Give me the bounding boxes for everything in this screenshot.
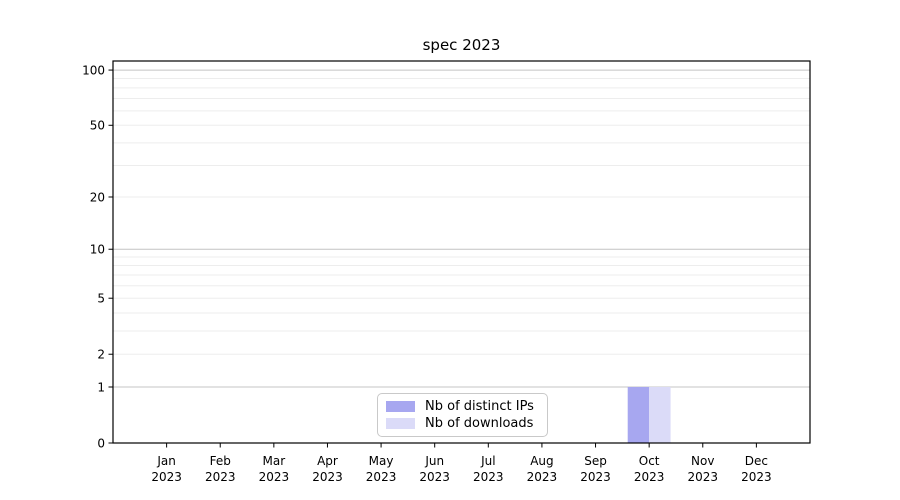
- x-tick-label-year: 2023: [205, 470, 236, 484]
- x-tick-label-year: 2023: [634, 470, 665, 484]
- y-tick-label: 5: [97, 292, 105, 306]
- x-tick-label-month: Nov: [691, 454, 714, 468]
- y-tick-label: 2: [97, 348, 105, 362]
- x-tick-label-year: 2023: [419, 470, 450, 484]
- legend-item-downloads: Nb of downloads: [386, 416, 539, 431]
- x-tick-label-month: Aug: [530, 454, 553, 468]
- legend-swatch-distinct-ips-icon: [386, 400, 415, 412]
- x-tick-label-month: Jun: [424, 454, 444, 468]
- y-tick-label: 20: [90, 190, 105, 204]
- x-tick-label-year: 2023: [473, 470, 504, 484]
- legend: Nb of distinct IPs Nb of downloads: [377, 393, 548, 437]
- legend-label-downloads: Nb of downloads: [425, 416, 534, 432]
- x-tick-label-month: May: [369, 454, 394, 468]
- y-tick-label: 0: [97, 436, 105, 450]
- x-tick-label-month: Mar: [263, 454, 286, 468]
- x-tick-label-month: Apr: [317, 454, 338, 468]
- y-tick-label: 50: [90, 119, 105, 133]
- bars-distinct-ips: [627, 386, 650, 443]
- x-tick-label-month: Feb: [210, 454, 231, 468]
- bars-downloads: [649, 386, 671, 443]
- x-tick-label-year: 2023: [259, 470, 290, 484]
- x-tick-label-month: Jan: [156, 454, 176, 468]
- x-axis: Jan 2023 Feb 2023 Mar 2023 Apr 2023 May 2023 Jun 20…: [151, 443, 772, 484]
- legend-label-distinct-ips: Nb of distinct IPs: [425, 398, 534, 414]
- y-tick-label: 100: [82, 63, 105, 77]
- gridlines-minor: [113, 77, 810, 332]
- bar: [627, 386, 650, 443]
- x-tick-label-month: Dec: [745, 454, 768, 468]
- bar: [649, 386, 671, 443]
- legend-item-distinct-ips: Nb of distinct IPs: [386, 399, 539, 414]
- x-tick-label-year: 2023: [741, 470, 772, 484]
- x-tick-label-month: Sep: [584, 454, 607, 468]
- x-tick-label-year: 2023: [580, 470, 611, 484]
- x-tick-label-year: 2023: [527, 470, 558, 484]
- y-axis: 0 1 2 5 10 20 50 100: [82, 63, 113, 450]
- y-tick-label: 1: [97, 380, 105, 394]
- x-tick-label-year: 2023: [151, 470, 182, 484]
- y-tick-label: 10: [90, 243, 105, 257]
- chart-title: spec 2023: [422, 36, 501, 54]
- legend-swatch-downloads-icon: [386, 418, 415, 430]
- gridlines-major: [113, 69, 810, 388]
- x-tick-label-year: 2023: [687, 470, 718, 484]
- x-tick-label-year: 2023: [366, 470, 397, 484]
- plot-border: [112, 60, 811, 444]
- x-tick-label-month: Oct: [639, 454, 660, 468]
- x-tick-label-year: 2023: [312, 470, 343, 484]
- x-tick-label-month: Jul: [480, 454, 495, 468]
